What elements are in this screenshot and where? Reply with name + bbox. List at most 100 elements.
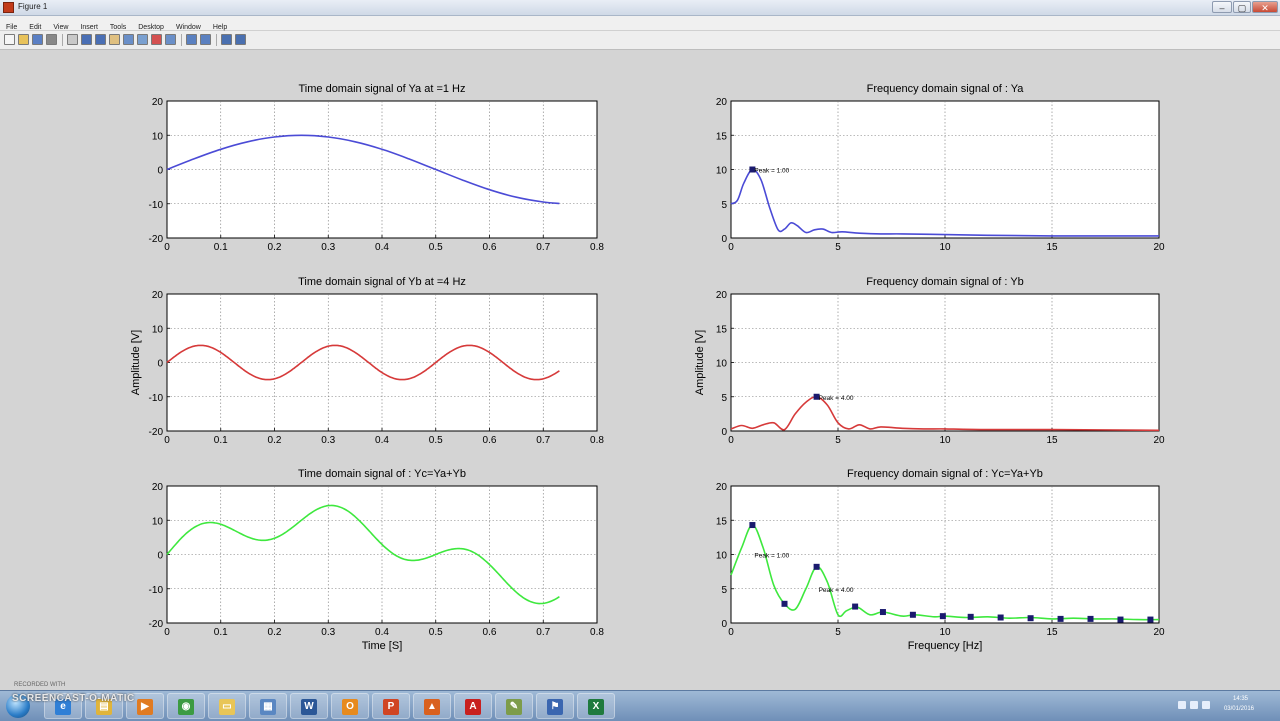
data-cursor-icon[interactable] bbox=[137, 34, 148, 45]
x-tick-label: 0.2 bbox=[268, 242, 282, 253]
pan-icon[interactable] bbox=[109, 34, 120, 45]
maximize-button[interactable]: ▢ bbox=[1233, 1, 1251, 13]
x-tick-label: 20 bbox=[1153, 627, 1165, 638]
y-tick-label: 5 bbox=[721, 200, 727, 211]
matlab-figure-icon bbox=[3, 2, 14, 13]
notepad-taskbar-button[interactable]: ✎ bbox=[495, 693, 533, 719]
y-tick-label: -10 bbox=[149, 393, 164, 404]
y-tick-label: 0 bbox=[721, 234, 727, 245]
excel-taskbar-button[interactable]: X bbox=[577, 693, 615, 719]
folder-taskbar-icon: ▭ bbox=[219, 699, 235, 715]
peak-marker bbox=[1087, 615, 1094, 622]
x-tick-label: 0 bbox=[164, 242, 170, 253]
y-tick-label: 20 bbox=[152, 97, 164, 108]
insert-colorbar-icon[interactable] bbox=[186, 34, 197, 45]
media-player-taskbar-button[interactable]: ▶ bbox=[126, 693, 164, 719]
x-tick-label: 0.4 bbox=[375, 435, 389, 446]
rotate-3d-icon[interactable] bbox=[123, 34, 134, 45]
x-tick-label: 0 bbox=[728, 435, 734, 446]
ie-taskbar-button[interactable]: e bbox=[44, 693, 82, 719]
menu-help[interactable]: Help bbox=[212, 24, 228, 31]
y-tick-label: 0 bbox=[157, 166, 163, 177]
peak-marker bbox=[852, 603, 859, 610]
y-tick-label: 10 bbox=[152, 324, 164, 335]
y-tick-label: 10 bbox=[152, 516, 164, 527]
link-plot-icon[interactable] bbox=[165, 34, 176, 45]
y-tick-label: 0 bbox=[721, 619, 727, 630]
y-tick-label: 5 bbox=[721, 585, 727, 596]
menu-insert[interactable]: Insert bbox=[80, 24, 98, 31]
outlook-taskbar-button[interactable]: O bbox=[331, 693, 369, 719]
x-tick-label: 15 bbox=[1046, 242, 1058, 253]
powerpoint-taskbar-button[interactable]: P bbox=[372, 693, 410, 719]
y-tick-label: 10 bbox=[716, 359, 728, 370]
y-tick-label: 20 bbox=[716, 97, 728, 108]
x-tick-label: 0 bbox=[728, 627, 734, 638]
tray-volume-icon[interactable] bbox=[1202, 701, 1210, 709]
remote-taskbar-button[interactable]: ⚑ bbox=[536, 693, 574, 719]
matlab-taskbar-icon: ▲ bbox=[424, 699, 440, 715]
menu-window[interactable]: Window bbox=[175, 24, 201, 31]
outlook-taskbar-icon: O bbox=[342, 699, 358, 715]
x-tick-label: 5 bbox=[835, 435, 841, 446]
edit-plot-icon[interactable] bbox=[67, 34, 78, 45]
word-taskbar-button[interactable]: W bbox=[290, 693, 328, 719]
system-tray: 14:35 03/01/2016 bbox=[1170, 691, 1280, 721]
peak-marker bbox=[967, 613, 974, 620]
network-taskbar-button[interactable]: ▦ bbox=[249, 693, 287, 719]
start-button[interactable] bbox=[6, 694, 30, 718]
zoom-out-icon[interactable] bbox=[95, 34, 106, 45]
y-axis-label: Amplitude [V] bbox=[130, 330, 142, 395]
y-tick-label: 20 bbox=[716, 290, 728, 301]
save-icon[interactable] bbox=[32, 34, 43, 45]
x-tick-label: 20 bbox=[1153, 435, 1165, 446]
y-tick-label: 0 bbox=[157, 551, 163, 562]
close-button[interactable]: ✕ bbox=[1252, 1, 1278, 13]
chart-title: Frequency domain signal of : Yb bbox=[866, 276, 1024, 288]
window-titlebar: Figure 1 ‒ ▢ ✕ bbox=[0, 0, 1280, 16]
x-tick-label: 0.7 bbox=[536, 627, 550, 638]
tray-flag-icon[interactable] bbox=[1178, 701, 1186, 709]
folder-taskbar-button[interactable]: ▭ bbox=[208, 693, 246, 719]
y-tick-label: 20 bbox=[716, 482, 728, 493]
y-tick-label: -20 bbox=[149, 619, 164, 630]
show-plot-tools-icon[interactable] bbox=[235, 34, 246, 45]
menu-file[interactable]: File bbox=[6, 24, 18, 31]
tray-network-icon[interactable] bbox=[1190, 701, 1198, 709]
explorer-taskbar-icon: ▤ bbox=[96, 699, 112, 715]
zoom-in-icon[interactable] bbox=[81, 34, 92, 45]
explorer-taskbar-button[interactable]: ▤ bbox=[85, 693, 123, 719]
x-tick-label: 0.5 bbox=[429, 627, 443, 638]
x-tick-label: 0 bbox=[164, 435, 170, 446]
x-tick-label: 0.3 bbox=[321, 627, 335, 638]
chart-yc_freq: 0 5 10 15 20 0 5 10 15 20 Frequency domain signal … bbox=[716, 468, 1165, 652]
x-tick-label: 0.1 bbox=[214, 242, 228, 253]
menu-tools[interactable]: Tools bbox=[109, 24, 127, 31]
clock-date[interactable]: 03/01/2016 bbox=[1223, 706, 1254, 712]
x-tick-label: 0.4 bbox=[375, 242, 389, 253]
toolbar-separator bbox=[216, 34, 217, 46]
peak-annotation: Peak = 1.00 bbox=[754, 553, 789, 560]
acrobat-taskbar-button[interactable]: A bbox=[454, 693, 492, 719]
x-tick-label: 0 bbox=[164, 627, 170, 638]
new-figure-icon[interactable] bbox=[4, 34, 15, 45]
y-tick-label: 0 bbox=[721, 427, 727, 438]
menu-desktop[interactable]: Desktop bbox=[138, 24, 164, 31]
open-file-icon[interactable] bbox=[18, 34, 29, 45]
media-player-taskbar-icon: ▶ bbox=[137, 699, 153, 715]
print-icon[interactable] bbox=[46, 34, 57, 45]
insert-legend-icon[interactable] bbox=[200, 34, 211, 45]
x-tick-label: 0 bbox=[728, 242, 734, 253]
chrome-taskbar-button[interactable]: ◉ bbox=[167, 693, 205, 719]
matlab-taskbar-button[interactable]: ▲ bbox=[413, 693, 451, 719]
y-tick-label: 15 bbox=[716, 131, 728, 142]
brush-icon[interactable] bbox=[151, 34, 162, 45]
menu-edit[interactable]: Edit bbox=[29, 24, 42, 31]
menu-view[interactable]: View bbox=[53, 24, 69, 31]
minimize-button[interactable]: ‒ bbox=[1212, 1, 1232, 13]
peak-marker bbox=[1027, 615, 1034, 622]
y-tick-label: 10 bbox=[716, 166, 728, 177]
clock-time[interactable]: 14:35 bbox=[1232, 696, 1248, 702]
x-tick-label: 10 bbox=[939, 435, 951, 446]
hide-plot-tools-icon[interactable] bbox=[221, 34, 232, 45]
